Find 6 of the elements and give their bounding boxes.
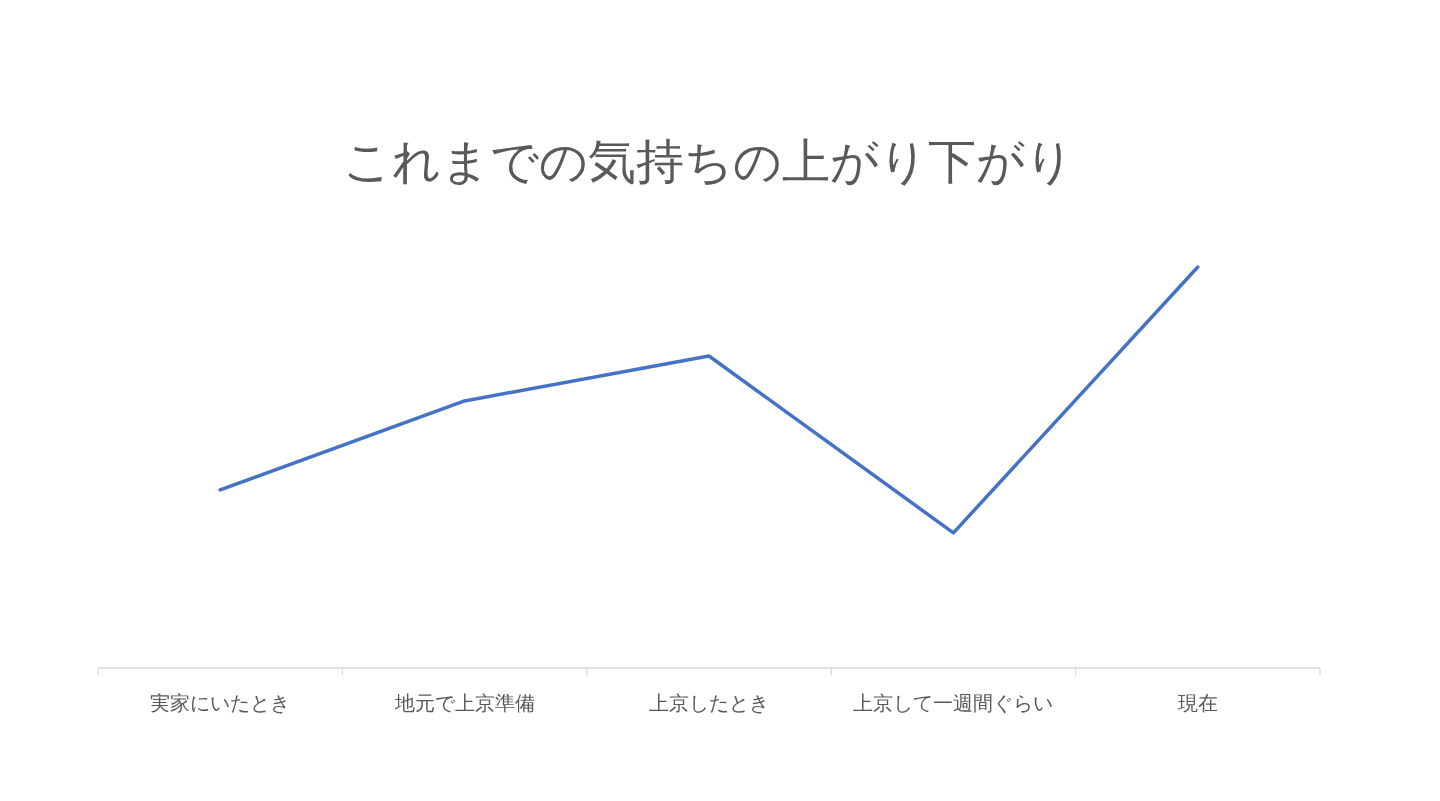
x-tick-label: 上京して一週間ぐらい [853, 691, 1054, 715]
x-tick-label: 上京したとき [649, 691, 769, 715]
chart-title: これまでの気持ちの上がり下がり [342, 133, 1074, 189]
x-tick-label: 現在 [1177, 691, 1218, 715]
x-tick-label: 地元で上京準備 [393, 691, 535, 715]
x-tick-label: 実家にいたとき [150, 691, 291, 715]
